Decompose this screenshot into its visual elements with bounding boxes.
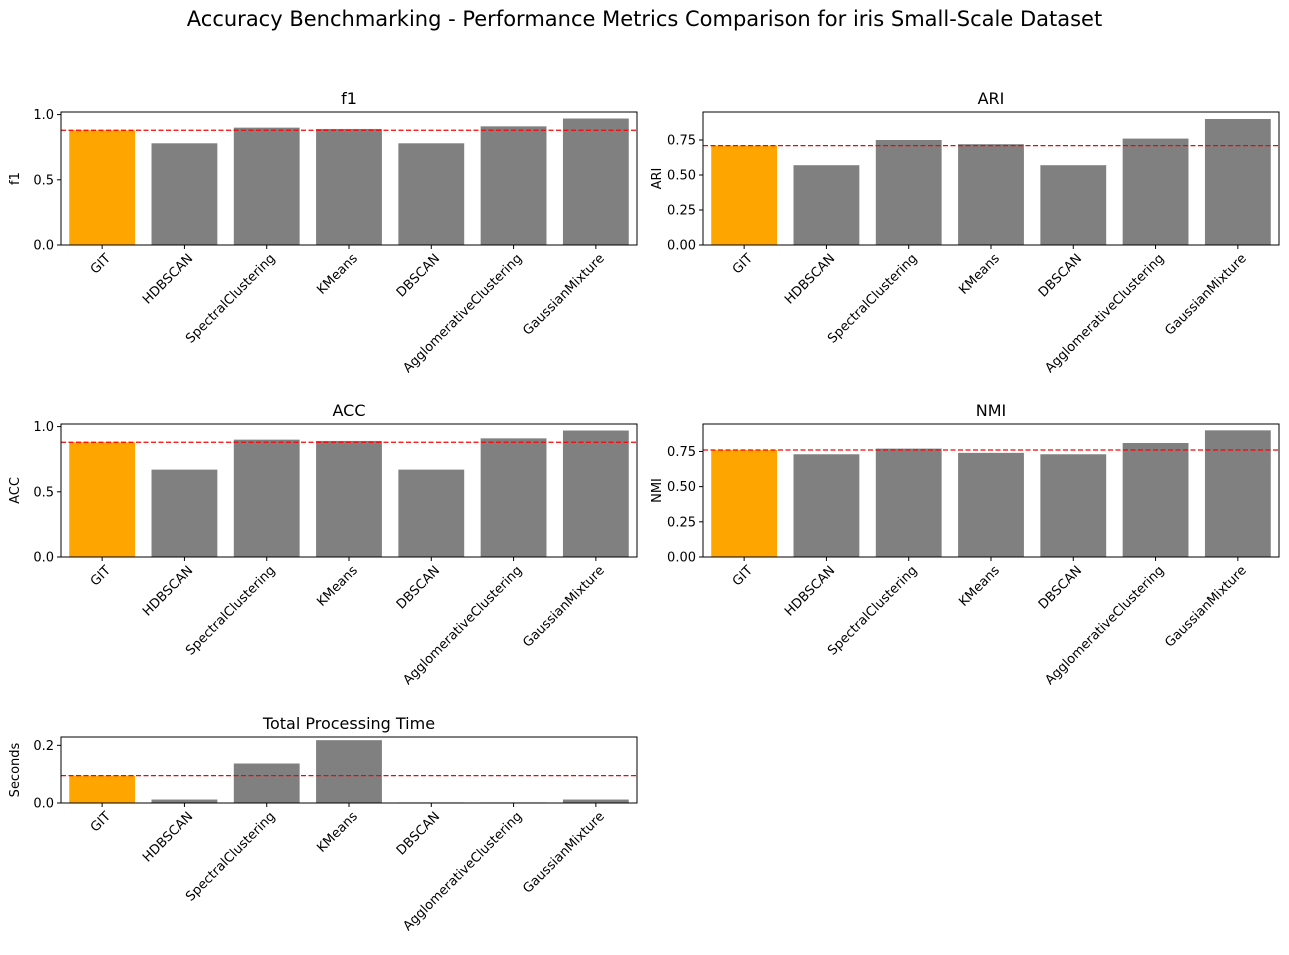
bar-DBSCAN: [1040, 165, 1107, 245]
x-tick-label: KMeans: [314, 809, 361, 856]
y-tick-label: 1.0: [33, 108, 54, 123]
bar-GIT: [711, 450, 778, 557]
x-tick-label: GaussianMixture: [520, 251, 607, 338]
bar-KMeans: [316, 128, 382, 245]
y-tick-label: 0.5: [33, 485, 54, 500]
y-tick-label: 0.00: [667, 239, 696, 254]
x-tick-label: SpectralClustering: [183, 563, 278, 658]
bar-HDBSCAN: [793, 454, 860, 557]
bar-AgglomerativeClustering: [480, 438, 547, 557]
x-tick-label: DBSCAN: [394, 251, 443, 300]
bar-SpectralClustering: [233, 763, 300, 803]
bar-KMeans: [958, 452, 1024, 557]
bar-GaussianMixture: [562, 118, 629, 245]
x-tick-label: HDBSCAN: [140, 809, 196, 865]
figure-suptitle: Accuracy Benchmarking - Performance Metr…: [187, 7, 1102, 31]
y-tick-label: 1.0: [33, 420, 54, 435]
x-tick-label: GIT: [730, 251, 756, 277]
x-tick-label: GIT: [88, 563, 114, 589]
bar-AgglomerativeClustering: [1122, 443, 1189, 557]
bar-HDBSCAN: [151, 143, 218, 245]
bar-SpectralClustering: [875, 140, 942, 245]
x-tick-label: GIT: [88, 809, 114, 835]
x-tick-label: DBSCAN: [1036, 563, 1085, 612]
subplot-3: 0.00 0.25 0.50 0.75 GIT HDBSCANSpectralCluste…: [650, 401, 1280, 688]
bar-KMeans: [316, 740, 382, 803]
y-tick-label: 0.50: [667, 169, 696, 184]
bar-DBSCAN: [1040, 454, 1107, 557]
subplot-title: ACC: [332, 401, 365, 420]
bar-GaussianMixture: [1204, 430, 1271, 557]
bar-DBSCAN: [398, 143, 465, 245]
bar-AgglomerativeClustering: [480, 126, 547, 245]
x-tick-label: HDBSCAN: [140, 563, 196, 619]
x-tick-label: DBSCAN: [394, 809, 443, 858]
x-tick-label: GaussianMixture: [520, 809, 607, 896]
subplot-title: Total Processing Time: [262, 714, 435, 733]
subplot-title: ARI: [978, 89, 1005, 108]
y-tick-label: 0.0: [33, 239, 54, 254]
bar-GaussianMixture: [1204, 119, 1271, 245]
subplot-title: f1: [341, 89, 357, 108]
bar-DBSCAN: [398, 469, 465, 557]
y-tick-label: 0.5: [33, 173, 54, 188]
x-tick-label: SpectralClustering: [183, 251, 278, 346]
y-axis-label: ARI: [650, 168, 665, 190]
bar-GIT: [69, 442, 136, 557]
y-tick-label: 0.50: [667, 480, 696, 495]
x-tick-label: GIT: [88, 251, 114, 277]
y-axis-label: f1: [8, 172, 23, 185]
x-tick-label: KMeans: [956, 563, 1003, 610]
y-tick-label: 0.25: [667, 515, 696, 530]
bar-SpectralClustering: [875, 448, 942, 557]
x-tick-label: KMeans: [314, 563, 361, 610]
y-axis-label: NMI: [650, 478, 665, 503]
bar-HDBSCAN: [151, 799, 218, 803]
x-tick-label: GaussianMixture: [520, 563, 607, 650]
bar-GIT: [69, 775, 136, 803]
y-axis-label: ACC: [8, 477, 23, 504]
bar-HDBSCAN: [793, 165, 860, 245]
y-tick-label: 0.75: [667, 445, 696, 460]
bar-KMeans: [958, 144, 1024, 245]
y-axis-label: Seconds: [8, 742, 23, 797]
bar-GaussianMixture: [562, 430, 629, 557]
y-tick-label: 0.0: [33, 551, 54, 566]
x-tick-label: HDBSCAN: [140, 251, 196, 307]
bar-KMeans: [316, 440, 382, 557]
bar-HDBSCAN: [151, 469, 218, 557]
x-tick-label: SpectralClustering: [183, 809, 278, 904]
x-tick-label: KMeans: [314, 251, 361, 298]
y-tick-label: 0.2: [33, 739, 54, 754]
y-tick-label: 0.0: [33, 797, 54, 812]
subplot-1: 0.00 0.25 0.50 0.75 GIT HDBSCANSpectralCluste…: [650, 89, 1280, 376]
x-tick-label: GIT: [730, 563, 756, 589]
y-tick-label: 0.75: [667, 134, 696, 149]
y-tick-label: 0.25: [667, 204, 696, 219]
x-tick-label: DBSCAN: [394, 563, 443, 612]
bar-SpectralClustering: [233, 439, 300, 557]
x-tick-label: HDBSCAN: [782, 563, 838, 619]
bar-GIT: [69, 130, 136, 245]
x-tick-label: SpectralClustering: [825, 563, 920, 658]
bar-GIT: [711, 145, 778, 245]
x-tick-label: GaussianMixture: [1162, 563, 1249, 650]
y-tick-label: 0.00: [667, 551, 696, 566]
subplot-title: NMI: [976, 401, 1007, 420]
x-tick-label: DBSCAN: [1036, 251, 1085, 300]
bar-AgglomerativeClustering: [1122, 138, 1189, 245]
x-tick-label: KMeans: [956, 251, 1003, 298]
x-tick-label: GaussianMixture: [1162, 251, 1249, 338]
bar-SpectralClustering: [233, 127, 300, 245]
x-tick-label: HDBSCAN: [782, 251, 838, 307]
x-tick-label: SpectralClustering: [825, 251, 920, 346]
bar-GaussianMixture: [562, 799, 629, 803]
